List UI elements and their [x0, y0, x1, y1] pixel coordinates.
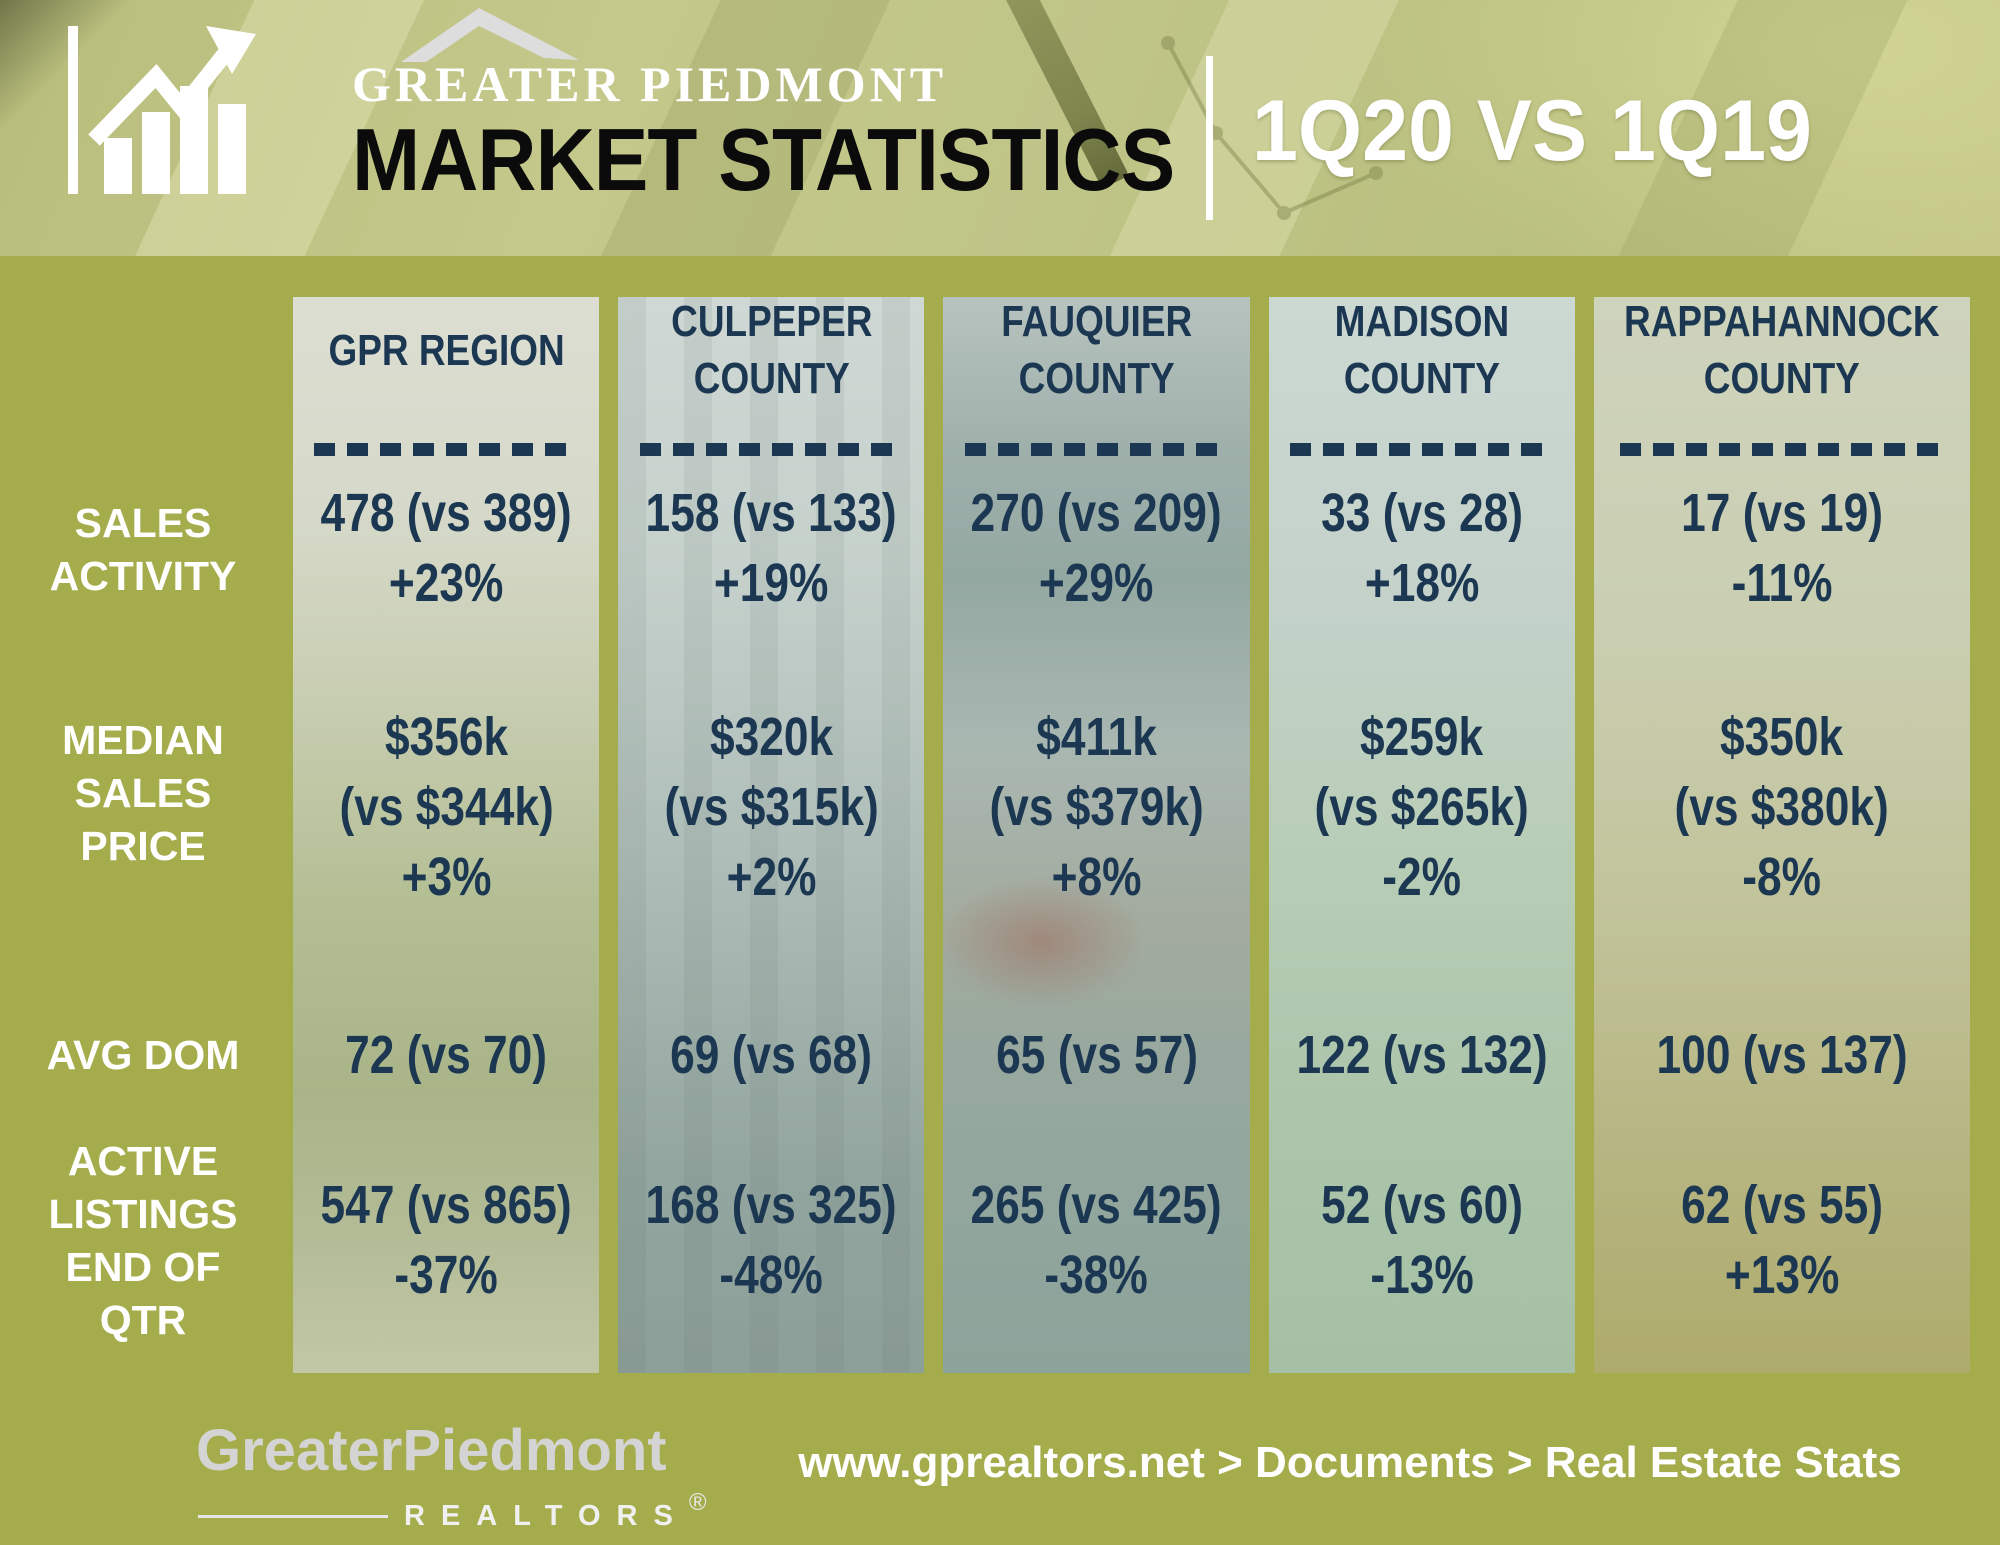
median-price-value: $356k	[384, 707, 508, 767]
sales-activity-cell: 478 (vs 389) +23%	[321, 478, 572, 618]
active-listings-cell: 62 (vs 55) +13%	[1681, 1170, 1883, 1310]
sales-activity-value: 33 (vs 28)	[1320, 483, 1523, 543]
sales-activity-value: 270 (vs 209)	[971, 483, 1223, 543]
column-madison-county: MADISON COUNTY 33 (vs 28) +18% $259k (vs…	[1268, 297, 1575, 1373]
avg-dom-value: 65 (vs 57)	[995, 1025, 1198, 1085]
median-price-cell: $259k (vs $265k) -2%	[1315, 702, 1529, 912]
active-listings-cell: 168 (vs 325) -48%	[646, 1170, 897, 1310]
greater-piedmont-realtors-logo: GreaterPiedmont REALTORS ®	[196, 1388, 716, 1540]
sales-activity-cell: 33 (vs 28) +18%	[1321, 478, 1523, 618]
median-price-vs: (vs $315k)	[664, 777, 879, 837]
logo-rule-line	[198, 1515, 388, 1518]
active-listings-value: 265 (vs 425)	[971, 1175, 1223, 1235]
avg-dom-value: 100 (vs 137)	[1656, 1025, 1908, 1085]
active-listings-change: -48%	[719, 1245, 824, 1305]
dashed-divider	[1290, 443, 1554, 456]
active-listings-change: +13%	[1724, 1245, 1839, 1305]
median-price-change: +8%	[1051, 847, 1142, 907]
median-price-vs: (vs $344k)	[339, 777, 554, 837]
active-listings-cell: 547 (vs 865) -37%	[321, 1170, 572, 1310]
row-label-avg-dom: AVG DOM	[46, 1032, 240, 1078]
active-listings-value: 547 (vs 865)	[320, 1175, 572, 1235]
median-price-cell: $350k (vs $380k) -8%	[1675, 702, 1889, 912]
sales-activity-change: +29%	[1039, 553, 1154, 613]
sales-activity-cell: 158 (vs 133) +19%	[646, 478, 897, 618]
header-banner: GREATER PIEDMONT MARKET STATISTICS 1Q20 …	[0, 0, 2000, 256]
median-price-value: $411k	[1036, 707, 1157, 767]
bar-chart-growth-icon	[60, 20, 272, 203]
column-fauquier-county: FAUQUIER COUNTY 270 (vs 209) +29% $411k …	[943, 297, 1250, 1373]
median-price-vs: (vs $379k)	[989, 777, 1204, 837]
stats-table: GPR REGION 478 (vs 389) +23% $356k (vs $…	[293, 297, 1970, 1373]
active-listings-cell: 52 (vs 60) -13%	[1321, 1170, 1523, 1310]
sales-activity-value: 158 (vs 133)	[645, 483, 897, 543]
sales-activity-value: 478 (vs 389)	[320, 483, 572, 543]
active-listings-value: 52 (vs 60)	[1320, 1175, 1523, 1235]
website-path-text: www.gprealtors.net > Documents > Real Es…	[798, 1438, 1902, 1487]
avg-dom-value: 122 (vs 132)	[1296, 1025, 1548, 1085]
median-price-cell: $411k (vs $379k) +8%	[989, 702, 1203, 912]
dashed-divider	[964, 443, 1229, 456]
sales-activity-value: 17 (vs 19)	[1680, 483, 1883, 543]
column-header: CULPEPER COUNTY	[670, 297, 872, 403]
active-listings-cell: 265 (vs 425) -38%	[971, 1170, 1222, 1310]
avg-dom-cell: 122 (vs 132)	[1296, 1020, 1547, 1090]
active-listings-value: 62 (vs 55)	[1680, 1175, 1883, 1235]
median-price-cell: $320k (vs $315k) +2%	[664, 702, 878, 912]
column-header: MADISON COUNTY	[1334, 297, 1510, 403]
median-price-change: +2%	[726, 847, 817, 907]
sales-activity-change: +23%	[388, 553, 504, 613]
avg-dom-value: 69 (vs 68)	[670, 1025, 873, 1085]
column-rappahannock-county: RAPPAHANNOCK COUNTY 17 (vs 19) -11% $350…	[1593, 297, 1970, 1373]
median-price-value: $259k	[1360, 707, 1484, 767]
median-price-change: -8%	[1742, 847, 1822, 907]
column-header: FAUQUIER COUNTY	[1001, 297, 1193, 403]
logo-wordmark: GreaterPiedmont	[196, 1418, 667, 1483]
active-listings-change: -38%	[1044, 1245, 1149, 1305]
avg-dom-cell: 72 (vs 70)	[345, 1020, 547, 1090]
row-label-active-listings: ACTIVE LISTINGS END OF QTR	[48, 1138, 238, 1343]
active-listings-change: -37%	[394, 1245, 498, 1305]
logo-subline: REALTORS ®	[198, 1489, 707, 1533]
period-comparison-title: 1Q20 VS 1Q19	[1252, 83, 1812, 179]
sales-activity-change: +18%	[1364, 553, 1480, 613]
median-price-value: $320k	[709, 707, 833, 767]
median-price-change: -2%	[1382, 847, 1462, 907]
sales-activity-cell: 17 (vs 19) -11%	[1681, 478, 1883, 618]
column-culpeper-county: CULPEPER COUNTY 158 (vs 133) +19% $320k …	[618, 297, 925, 1373]
avg-dom-cell: 100 (vs 137)	[1656, 1020, 1907, 1090]
brand-name-text: GREATER PIEDMONT	[352, 56, 948, 112]
page-title: MARKET STATISTICS	[352, 110, 1175, 209]
column-header: RAPPAHANNOCK COUNTY	[1623, 297, 1940, 403]
column-header: GPR REGION	[328, 325, 565, 375]
column-gpr-region: GPR REGION 478 (vs 389) +23% $356k (vs $…	[293, 297, 600, 1373]
dashed-divider	[314, 443, 578, 456]
median-price-vs: (vs $380k)	[1674, 777, 1889, 837]
active-listings-change: -13%	[1370, 1245, 1474, 1305]
dashed-divider	[1620, 443, 1944, 456]
avg-dom-cell: 69 (vs 68)	[670, 1020, 872, 1090]
avg-dom-cell: 65 (vs 57)	[996, 1020, 1198, 1090]
sales-activity-change: -11%	[1731, 553, 1833, 613]
median-price-value: $350k	[1720, 707, 1844, 767]
header-photo-overlay	[0, 0, 2000, 256]
active-listings-value: 168 (vs 325)	[645, 1175, 897, 1235]
row-label-median-sales-price: MEDIAN SALES PRICE	[62, 717, 224, 869]
median-price-cell: $356k (vs $344k) +3%	[339, 702, 553, 912]
avg-dom-value: 72 (vs 70)	[345, 1025, 548, 1085]
dashed-divider	[639, 443, 904, 456]
header-divider	[1206, 56, 1213, 220]
median-price-change: +3%	[401, 847, 492, 907]
registered-trademark-symbol: ®	[688, 1488, 707, 1516]
row-label-sales-activity: SALES ACTIVITY	[49, 500, 237, 599]
sales-activity-change: +19%	[714, 553, 829, 613]
brand-block: GREATER PIEDMONT MARKET STATISTICS	[352, 56, 1236, 206]
logo-realtors-text: REALTORS	[404, 1500, 689, 1532]
median-price-vs: (vs $265k)	[1314, 777, 1529, 837]
sales-activity-cell: 270 (vs 209) +29%	[971, 478, 1222, 618]
roof-icon	[401, 8, 579, 62]
